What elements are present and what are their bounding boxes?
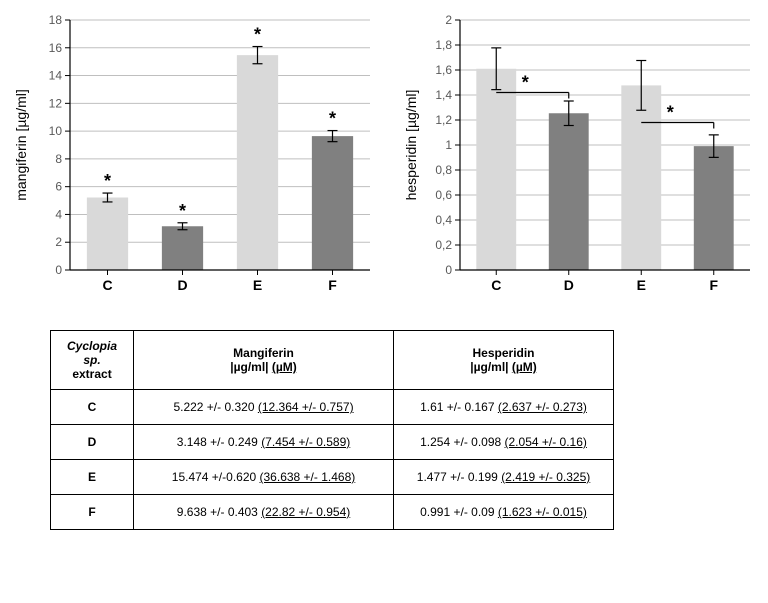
svg-text:*: * — [667, 103, 674, 123]
svg-text:2: 2 — [445, 13, 452, 27]
svg-text:E: E — [637, 277, 646, 293]
cell-mangiferin: 9.638 +/- 0.403 (22.82 +/- 0.954) — [134, 495, 394, 530]
cell-mangiferin: 3.148 +/- 0.249 (7.454 +/- 0.589) — [134, 425, 394, 460]
header-hesp-unit1: |µg/ml| — [470, 360, 508, 374]
svg-text:2: 2 — [55, 235, 62, 249]
header-mangiferin: Mangiferin |µg/ml| (µM) — [134, 331, 394, 390]
svg-text:0,8: 0,8 — [435, 163, 452, 177]
header-hesp-title: Hesperidin — [473, 346, 535, 360]
header-extract: Cyclopia sp. extract — [51, 331, 134, 390]
svg-text:1,4: 1,4 — [435, 88, 452, 102]
svg-text:0,6: 0,6 — [435, 188, 452, 202]
svg-text:D: D — [564, 277, 574, 293]
cell-hesperidin: 1.254 +/- 0.098 (2.054 +/- 0.16) — [394, 425, 614, 460]
cell-hesperidin: 1.61 +/- 0.167 (2.637 +/- 0.273) — [394, 390, 614, 425]
svg-text:*: * — [522, 73, 529, 93]
row-label: C — [51, 390, 134, 425]
header-mang-title: Mangiferin — [233, 346, 294, 360]
table-header-row: Cyclopia sp. extract Mangiferin |µg/ml| … — [51, 331, 614, 390]
cell-hesperidin: 0.991 +/- 0.09 (1.623 +/- 0.015) — [394, 495, 614, 530]
header-mang-unit1: |µg/ml| — [230, 360, 268, 374]
svg-text:E: E — [253, 277, 262, 293]
svg-text:C: C — [491, 277, 501, 293]
table-row: C5.222 +/- 0.320 (12.364 +/- 0.757)1.61 … — [51, 390, 614, 425]
svg-text:hesperidin [µg/ml]: hesperidin [µg/ml] — [403, 90, 419, 201]
table-row: E15.474 +/-0.620 (36.638 +/- 1.468)1.477… — [51, 460, 614, 495]
cell-mangiferin: 15.474 +/-0.620 (36.638 +/- 1.468) — [134, 460, 394, 495]
charts-row: 024681012141618*C*D*E*Fmangiferin [µg/ml… — [10, 10, 758, 310]
svg-text:6: 6 — [55, 180, 62, 194]
svg-text:F: F — [709, 277, 718, 293]
svg-text:*: * — [329, 109, 336, 129]
svg-text:1,6: 1,6 — [435, 63, 452, 77]
svg-text:18: 18 — [49, 13, 63, 27]
header-extract-sp: sp. — [83, 353, 100, 367]
table-row: D3.148 +/- 0.249 (7.454 +/- 0.589)1.254 … — [51, 425, 614, 460]
hesperidin-chart: 0 0,2 0,4 0,6 0,8 1 1,2 1,4 1,6 1,8 2 C D E F * * hesperi… — [400, 10, 760, 310]
svg-text:1: 1 — [445, 138, 452, 152]
data-table-wrap: Cyclopia sp. extract Mangiferin |µg/ml| … — [50, 330, 758, 530]
svg-text:10: 10 — [49, 124, 63, 138]
svg-text:C: C — [102, 277, 112, 293]
svg-text:1,8: 1,8 — [435, 38, 452, 52]
mangiferin-chart: 0 2 4 6 8 10 12 14 16 18 * C * D * E * Fmangiferin [µg/ml… — [10, 10, 380, 310]
svg-text:0: 0 — [55, 263, 62, 277]
svg-text:0,2: 0,2 — [435, 238, 452, 252]
svg-text:*: * — [179, 201, 186, 221]
svg-text:12: 12 — [49, 96, 63, 110]
header-extract-word: extract — [72, 367, 111, 381]
row-label: E — [51, 460, 134, 495]
svg-text:4: 4 — [55, 207, 62, 221]
cell-hesperidin: 1.477 +/- 0.199 (2.419 +/- 0.325) — [394, 460, 614, 495]
table-row: F9.638 +/- 0.403 (22.82 +/- 0.954)0.991 … — [51, 495, 614, 530]
data-table: Cyclopia sp. extract Mangiferin |µg/ml| … — [50, 330, 614, 530]
svg-text:D: D — [177, 277, 187, 293]
svg-text:16: 16 — [49, 41, 63, 55]
header-extract-genus: Cyclopia — [67, 339, 117, 353]
row-label: F — [51, 495, 134, 530]
svg-text:1,2: 1,2 — [435, 113, 452, 127]
svg-text:mangiferin [µg/ml]: mangiferin [µg/ml] — [13, 89, 29, 201]
svg-text:*: * — [254, 25, 261, 45]
header-hesperidin: Hesperidin |µg/ml| (µM) — [394, 331, 614, 390]
svg-text:8: 8 — [55, 152, 62, 166]
row-label: D — [51, 425, 134, 460]
cell-mangiferin: 5.222 +/- 0.320 (12.364 +/- 0.757) — [134, 390, 394, 425]
header-hesp-unit2: (µM) — [512, 360, 537, 374]
svg-text:14: 14 — [49, 69, 63, 83]
svg-text:0: 0 — [445, 263, 452, 277]
svg-text:0,4: 0,4 — [435, 213, 452, 227]
svg-text:F: F — [328, 277, 337, 293]
header-mang-unit2: (µM) — [272, 360, 297, 374]
svg-text:*: * — [104, 171, 111, 191]
